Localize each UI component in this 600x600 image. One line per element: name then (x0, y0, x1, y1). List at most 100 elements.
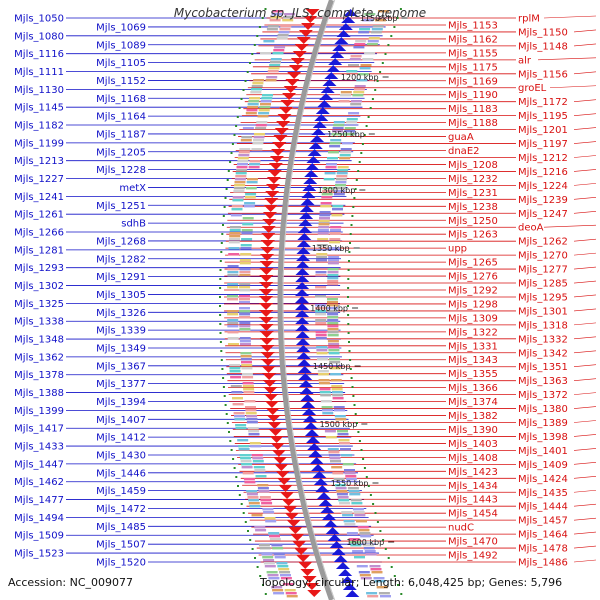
accession-text: Accession: NC_009077 (8, 576, 134, 589)
gene-label: Mjls_1380 (518, 404, 568, 415)
category-band (252, 142, 264, 145)
forward-gene-arrow (259, 289, 274, 296)
reverse-gene-arrow (345, 590, 360, 597)
category-band (234, 181, 246, 184)
map-title: Mycobacterium sp. JLS, complete genome (173, 6, 427, 20)
category-band (255, 124, 267, 127)
reverse-gene-arrow (295, 317, 310, 324)
forward-gene-arrow (278, 485, 293, 492)
category-band (328, 454, 340, 457)
category-band (262, 94, 273, 97)
forward-gene-arrow (304, 583, 319, 590)
category-band (367, 40, 379, 43)
category-band (240, 352, 252, 355)
forward-gene-arrow (283, 86, 298, 93)
forward-gene-arrow (264, 394, 279, 401)
category-band (268, 532, 280, 535)
gene-label: Mjls_1262 (518, 237, 568, 248)
track-dot (361, 143, 364, 145)
label-connector-tail (573, 476, 597, 479)
category-band (241, 238, 253, 241)
forward-gene-arrow (264, 401, 279, 408)
forward-gene-arrow (292, 51, 307, 58)
gene-label: upp (448, 244, 467, 255)
forward-gene-arrow (271, 450, 286, 457)
backbone-arc-inner (282, 0, 336, 600)
category-band (253, 466, 265, 469)
reverse-gene-arrow (300, 198, 315, 205)
gene-label: Mjls_1454 (448, 509, 498, 520)
forward-gene-arrow (303, 16, 318, 23)
category-band (249, 97, 260, 100)
track-dot (350, 224, 353, 226)
category-band (229, 232, 241, 235)
gene-label: Mjls_1270 (518, 251, 568, 262)
category-band (238, 445, 250, 448)
forward-gene-arrow (259, 296, 274, 303)
category-band (246, 181, 258, 184)
label-connector-tail (573, 252, 597, 256)
label-connector-tail (573, 280, 597, 284)
track-dot (219, 296, 221, 298)
label-connector-tail (573, 155, 597, 158)
category-band (268, 577, 280, 580)
gene-labels: Mjls_1050 Mjls_1069 Mjls_1080 Mjls_1089 Mjls… (14, 14, 568, 569)
reverse-gene-arrow (311, 128, 326, 135)
category-band (373, 577, 385, 580)
category-band (247, 496, 259, 499)
category-band (257, 487, 269, 490)
track-dot (222, 215, 225, 217)
kbp-tick-label: 1400 kbp (310, 304, 348, 313)
category-band (245, 406, 256, 409)
category-band (282, 583, 294, 586)
category-band (279, 28, 291, 31)
category-band (257, 484, 269, 487)
gene-label: Mjls_1403 (448, 439, 498, 450)
reverse-gene-arrow (295, 303, 310, 310)
category-band (260, 499, 272, 502)
track-dot (354, 188, 357, 190)
reverse-gene-arrow (295, 324, 310, 331)
category-band (348, 490, 360, 493)
gene-label: Mjls_1183 (448, 104, 498, 115)
track-dot (387, 557, 390, 559)
gene-label: Mjls_1239 (518, 195, 568, 206)
track-dot (223, 206, 226, 208)
category-band (238, 154, 250, 157)
gene-label: Mjls_1401 (518, 446, 568, 457)
reverse-gene-arrow (296, 247, 311, 254)
gene-label: Mjls_1208 (448, 160, 498, 171)
category-band (335, 487, 347, 490)
forward-gene-arrow (259, 338, 274, 345)
category-band (239, 313, 251, 316)
track-dot (226, 179, 229, 181)
forward-gene-arrow (278, 107, 293, 114)
category-band (340, 91, 352, 94)
forward-gene-arrow (268, 429, 283, 436)
gene-label: groEL (518, 83, 547, 94)
track-dot (350, 377, 353, 379)
category-band (232, 196, 244, 199)
track-dot (238, 494, 241, 496)
category-band (328, 151, 339, 154)
track-dot (223, 395, 226, 397)
label-connector-tail (573, 197, 597, 200)
track-dot (233, 134, 236, 136)
category-band (362, 58, 374, 61)
reverse-gene-arrow (320, 506, 335, 513)
label-connector-tail (573, 183, 597, 186)
gene-label: Mjls_1155 (448, 48, 498, 59)
category-band (249, 442, 261, 445)
gene-label: Mjls_1331 (448, 341, 498, 352)
category-band (261, 97, 273, 100)
reverse-gene-arrow (338, 569, 353, 576)
category-band (252, 457, 264, 460)
track-dot (349, 233, 352, 235)
category-band (318, 223, 330, 226)
category-band (364, 550, 376, 553)
track-dot (251, 53, 254, 55)
category-band (321, 193, 333, 196)
category-band (272, 547, 284, 550)
forward-gene-arrow (298, 30, 313, 37)
